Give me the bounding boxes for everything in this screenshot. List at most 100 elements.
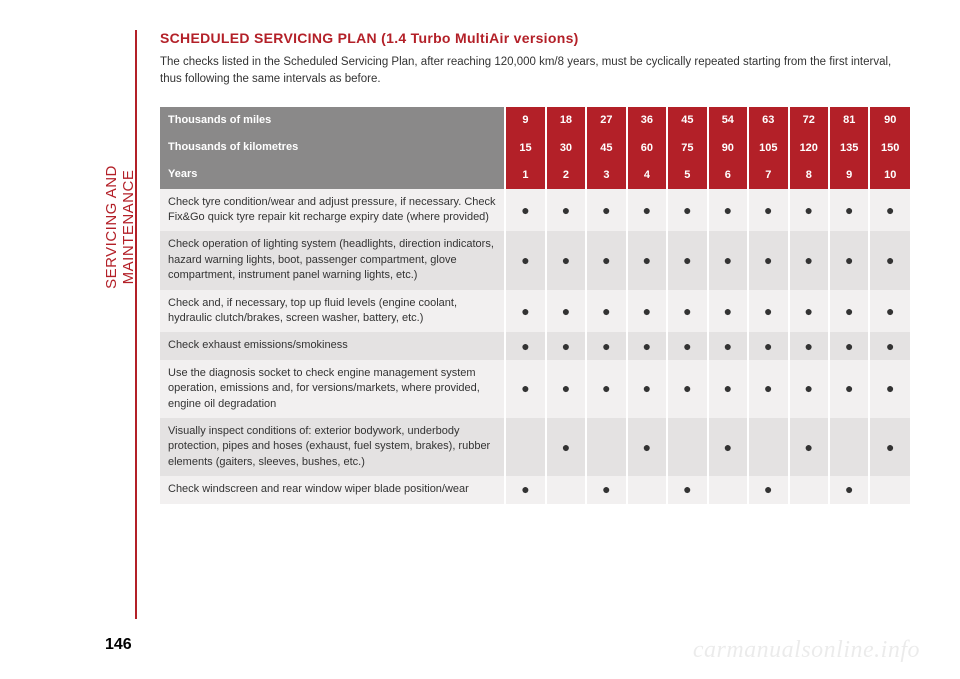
header-value: 7 — [748, 161, 788, 188]
service-mark: ● — [586, 290, 626, 333]
dot-icon: ● — [562, 338, 570, 354]
service-item-label: Use the diagnosis socket to check engine… — [160, 360, 505, 418]
service-mark — [546, 476, 586, 503]
service-mark: ● — [748, 189, 788, 232]
header-value: 15 — [505, 134, 545, 161]
dot-icon: ● — [724, 439, 732, 455]
dot-icon: ● — [602, 481, 610, 497]
table-header-row: Thousands of miles9182736455463728190 — [160, 107, 910, 134]
service-mark: ● — [748, 290, 788, 333]
service-mark: ● — [869, 231, 910, 289]
dot-icon: ● — [724, 303, 732, 319]
header-value: 120 — [789, 134, 829, 161]
dot-icon: ● — [845, 380, 853, 396]
dot-icon: ● — [805, 252, 813, 268]
table-row: Use the diagnosis socket to check engine… — [160, 360, 910, 418]
dot-icon: ● — [845, 303, 853, 319]
dot-icon: ● — [562, 202, 570, 218]
intro-paragraph: The checks listed in the Scheduled Servi… — [160, 54, 910, 89]
dot-icon: ● — [562, 380, 570, 396]
page-content: SCHEDULED SERVICING PLAN (1.4 Turbo Mult… — [160, 30, 910, 504]
service-mark: ● — [708, 418, 748, 476]
service-mark: ● — [869, 189, 910, 232]
dot-icon: ● — [805, 202, 813, 218]
header-value: 36 — [627, 107, 667, 134]
service-mark — [748, 418, 788, 476]
header-value: 8 — [789, 161, 829, 188]
dot-icon: ● — [562, 439, 570, 455]
dot-icon: ● — [724, 338, 732, 354]
dot-icon: ● — [643, 202, 651, 218]
dot-icon: ● — [886, 380, 894, 396]
dot-icon: ● — [521, 303, 529, 319]
service-mark: ● — [586, 332, 626, 359]
dot-icon: ● — [805, 338, 813, 354]
table-row: Check tyre condition/wear and adjust pre… — [160, 189, 910, 232]
service-mark: ● — [546, 290, 586, 333]
service-mark: ● — [667, 231, 707, 289]
dot-icon: ● — [643, 338, 651, 354]
dot-icon: ● — [805, 439, 813, 455]
header-value: 54 — [708, 107, 748, 134]
service-mark: ● — [546, 231, 586, 289]
service-mark — [586, 418, 626, 476]
service-mark: ● — [627, 332, 667, 359]
header-value: 63 — [748, 107, 788, 134]
service-mark: ● — [586, 189, 626, 232]
dot-icon: ● — [845, 252, 853, 268]
service-mark: ● — [748, 360, 788, 418]
table-row: Visually inspect conditions of: exterior… — [160, 418, 910, 476]
service-mark: ● — [708, 189, 748, 232]
dot-icon: ● — [724, 252, 732, 268]
service-mark: ● — [829, 189, 869, 232]
dot-icon: ● — [562, 252, 570, 268]
service-mark: ● — [627, 360, 667, 418]
dot-icon: ● — [886, 252, 894, 268]
header-value: 4 — [627, 161, 667, 188]
header-label: Thousands of miles — [160, 107, 505, 134]
service-item-label: Check tyre condition/wear and adjust pre… — [160, 189, 505, 232]
service-mark: ● — [546, 360, 586, 418]
header-value: 75 — [667, 134, 707, 161]
service-mark: ● — [748, 476, 788, 503]
header-value: 1 — [505, 161, 545, 188]
service-mark: ● — [829, 231, 869, 289]
sidebar-rule: SERVICING AND MAINTENANCE — [105, 30, 137, 619]
service-mark: ● — [667, 360, 707, 418]
dot-icon: ● — [683, 303, 691, 319]
header-value: 3 — [586, 161, 626, 188]
dot-icon: ● — [724, 380, 732, 396]
dot-icon: ● — [724, 202, 732, 218]
header-value: 45 — [667, 107, 707, 134]
dot-icon: ● — [521, 380, 529, 396]
service-mark: ● — [829, 290, 869, 333]
service-mark — [789, 476, 829, 503]
header-value: 30 — [546, 134, 586, 161]
header-value: 72 — [789, 107, 829, 134]
dot-icon: ● — [805, 380, 813, 396]
dot-icon: ● — [886, 303, 894, 319]
header-value: 90 — [708, 134, 748, 161]
service-mark: ● — [505, 290, 545, 333]
table-header-row: Thousands of kilometres15304560759010512… — [160, 134, 910, 161]
service-mark: ● — [505, 476, 545, 503]
header-value: 18 — [546, 107, 586, 134]
header-label: Thousands of kilometres — [160, 134, 505, 161]
dot-icon: ● — [764, 338, 772, 354]
service-mark: ● — [627, 231, 667, 289]
service-mark: ● — [505, 189, 545, 232]
service-mark: ● — [505, 231, 545, 289]
service-mark: ● — [667, 332, 707, 359]
table-row: Check exhaust emissions/smokiness●●●●●●●… — [160, 332, 910, 359]
table-row: Check windscreen and rear window wiper b… — [160, 476, 910, 503]
dot-icon: ● — [602, 252, 610, 268]
service-mark: ● — [667, 189, 707, 232]
header-value: 9 — [829, 161, 869, 188]
dot-icon: ● — [845, 202, 853, 218]
service-mark — [627, 476, 667, 503]
header-value: 60 — [627, 134, 667, 161]
dot-icon: ● — [521, 202, 529, 218]
service-mark: ● — [869, 290, 910, 333]
service-mark: ● — [748, 332, 788, 359]
service-mark — [829, 418, 869, 476]
